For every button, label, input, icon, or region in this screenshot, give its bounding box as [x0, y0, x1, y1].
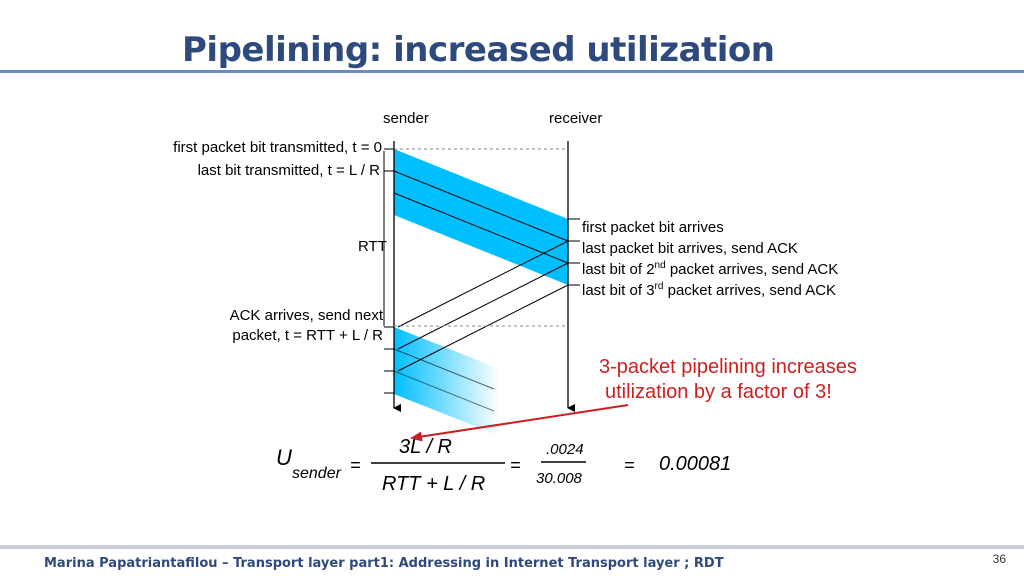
ack-line-3 — [397, 284, 569, 372]
last-bit-arrives-label: last packet bit arrives, send ACK — [582, 240, 798, 257]
next-packet-band — [394, 327, 500, 436]
slide-title: Pipelining: increased utilization — [182, 30, 775, 70]
next-packet-line-2 — [393, 370, 495, 412]
callout-line-2: utilization by a factor of 3! — [605, 381, 832, 403]
third-packet-arrives-label: last bit of 3rd packet arrives, send ACK — [582, 281, 836, 299]
formula-den2: 30.008 — [536, 470, 583, 487]
formula-u: U — [276, 445, 292, 470]
ack-line-1 — [397, 240, 569, 328]
formula-eq-1: = — [350, 455, 361, 475]
next-packet-line-1 — [393, 348, 495, 390]
first-bit-arrives-label: first packet bit arrives — [582, 219, 724, 236]
last-bit-label: last bit transmitted, t = L / R — [198, 162, 381, 179]
rtt-label: RTT — [358, 238, 387, 255]
ack-time-label: packet, t = RTT + L / R — [232, 327, 383, 344]
formula-subscript: sender — [292, 465, 342, 482]
formula-num2: .0024 — [546, 441, 584, 458]
footer-divider — [0, 545, 1024, 549]
ack-arrives-label: ACK arrives, send next — [230, 307, 384, 324]
packet-1-last-bit-line — [393, 170, 569, 242]
title-divider — [0, 70, 1024, 73]
sender-label: sender — [383, 110, 429, 127]
callout-arrow — [410, 404, 629, 442]
packet-2-last-bit-line — [393, 192, 569, 264]
packet-band — [394, 149, 568, 285]
page-number: 36 — [992, 552, 1006, 566]
second-packet-arrives-label: last bit of 2nd packet arrives, send ACK — [582, 260, 838, 278]
formula-numerator: 3L / R — [399, 436, 452, 458]
callout-line-1: 3-packet pipelining increases — [599, 356, 857, 378]
formula-eq-3: = — [624, 455, 635, 475]
ack-line-2 — [397, 262, 569, 350]
formula-denominator: RTT + L / R — [382, 473, 485, 495]
receiver-label: receiver — [549, 110, 602, 127]
footer-text: Marina Papatriantafilou – Transport laye… — [44, 556, 724, 571]
first-bit-label: first packet bit transmitted, t = 0 — [173, 139, 382, 156]
formula-result: 0.00081 — [659, 453, 731, 475]
formula-eq-2: = — [510, 455, 521, 475]
